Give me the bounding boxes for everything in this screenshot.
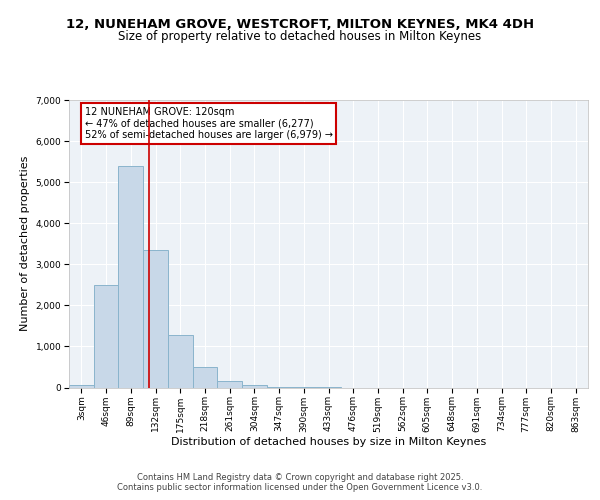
Bar [69, 384, 94, 388]
Bar [242, 385, 267, 388]
Bar [94, 285, 118, 388]
Text: Contains HM Land Registry data © Crown copyright and database right 2025.
Contai: Contains HM Land Registry data © Crown c… [118, 473, 482, 492]
Bar [143, 250, 168, 388]
Y-axis label: Number of detached properties: Number of detached properties [20, 156, 30, 332]
Bar [193, 367, 217, 388]
Bar [168, 335, 193, 388]
Bar [217, 382, 242, 388]
Text: 12, NUNEHAM GROVE, WESTCROFT, MILTON KEYNES, MK4 4DH: 12, NUNEHAM GROVE, WESTCROFT, MILTON KEY… [66, 18, 534, 30]
X-axis label: Distribution of detached houses by size in Milton Keynes: Distribution of detached houses by size … [171, 437, 486, 447]
Bar [118, 166, 143, 388]
Text: Size of property relative to detached houses in Milton Keynes: Size of property relative to detached ho… [118, 30, 482, 43]
Text: 12 NUNEHAM GROVE: 120sqm
← 47% of detached houses are smaller (6,277)
52% of sem: 12 NUNEHAM GROVE: 120sqm ← 47% of detach… [85, 107, 332, 140]
